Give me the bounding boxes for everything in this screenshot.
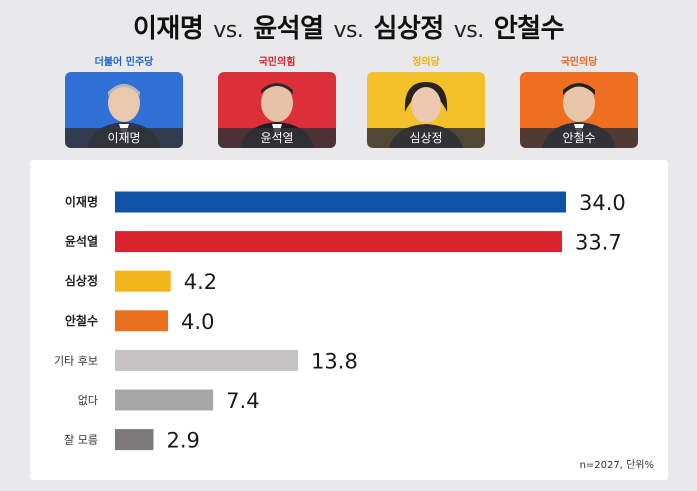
bar [115, 429, 154, 451]
value-label: 33.7 [575, 231, 622, 255]
candidate-name-3: 심상정 [367, 128, 485, 148]
candidate-photo-4: 안철수 [520, 72, 638, 148]
category-label: 윤석열 [65, 234, 98, 249]
title-vs-3: vs. [453, 18, 484, 43]
candidate-card-1: 더불어 민주당 이재명 [65, 56, 183, 148]
title-name-3: 심상정 [373, 14, 444, 44]
value-label: 34.0 [579, 191, 626, 215]
candidate-card-2: 국민의힘 윤석열 [218, 56, 336, 148]
bar [115, 270, 171, 292]
bar [115, 191, 566, 213]
title-name-2: 윤석열 [253, 14, 324, 44]
title-name-1: 이재명 [132, 14, 204, 44]
candidate-name-4: 안철수 [520, 128, 638, 148]
page-title: 이재명 vs. 윤석열 vs. 심상정 vs. 안철수 [0, 8, 697, 45]
category-label: 잘 모름 [64, 434, 98, 447]
value-label: 4.0 [181, 310, 214, 334]
value-label: 4.2 [184, 270, 217, 294]
value-label: 2.9 [166, 429, 199, 453]
category-label: 기타 후보 [54, 354, 98, 367]
title-vs-2: vs. [333, 18, 364, 43]
candidate-row: 더불어 민주당 이재명 국민의힘 윤석열 정의당 [0, 56, 697, 156]
bar [115, 349, 299, 371]
category-label: 없다 [78, 394, 98, 407]
candidate-name-1: 이재명 [65, 128, 183, 148]
title-vs-1: vs. [213, 18, 244, 43]
bar [115, 231, 563, 253]
party-label-4: 국민의당 [560, 57, 598, 68]
bar [115, 310, 169, 332]
party-label-3: 정의당 [412, 57, 440, 68]
bar [115, 389, 214, 411]
value-label: 13.8 [311, 349, 358, 373]
bar-chart: 이재명 34.0 윤석열 33.7 심상정 4.2 안철수 4.0 기타 후보 13.8 없다 7.4… [54, 191, 626, 453]
party-label-2: 국민의힘 [258, 57, 296, 68]
value-label: 7.4 [226, 389, 259, 413]
title-name-4: 안철수 [493, 14, 565, 44]
candidate-photo-1: 이재명 [65, 72, 183, 148]
candidate-photo-2: 윤석열 [218, 72, 336, 148]
candidate-card-4: 국민의당 안철수 [520, 56, 638, 148]
category-label: 이재명 [65, 194, 98, 209]
chart-panel: 이재명 34.0 윤석열 33.7 심상정 4.2 안철수 4.0 기타 후보 13.8 없다 7.4… [30, 160, 668, 480]
category-label: 심상정 [65, 273, 98, 288]
sample-note: n=2027, 단위% [579, 460, 654, 471]
party-label-1: 더불어 민주당 [94, 57, 154, 68]
candidate-card-3: 정의당 심상정 [367, 56, 485, 148]
category-label: 안철수 [65, 313, 98, 328]
candidate-name-2: 윤석열 [218, 128, 336, 148]
candidate-photo-3: 심상정 [367, 72, 485, 148]
